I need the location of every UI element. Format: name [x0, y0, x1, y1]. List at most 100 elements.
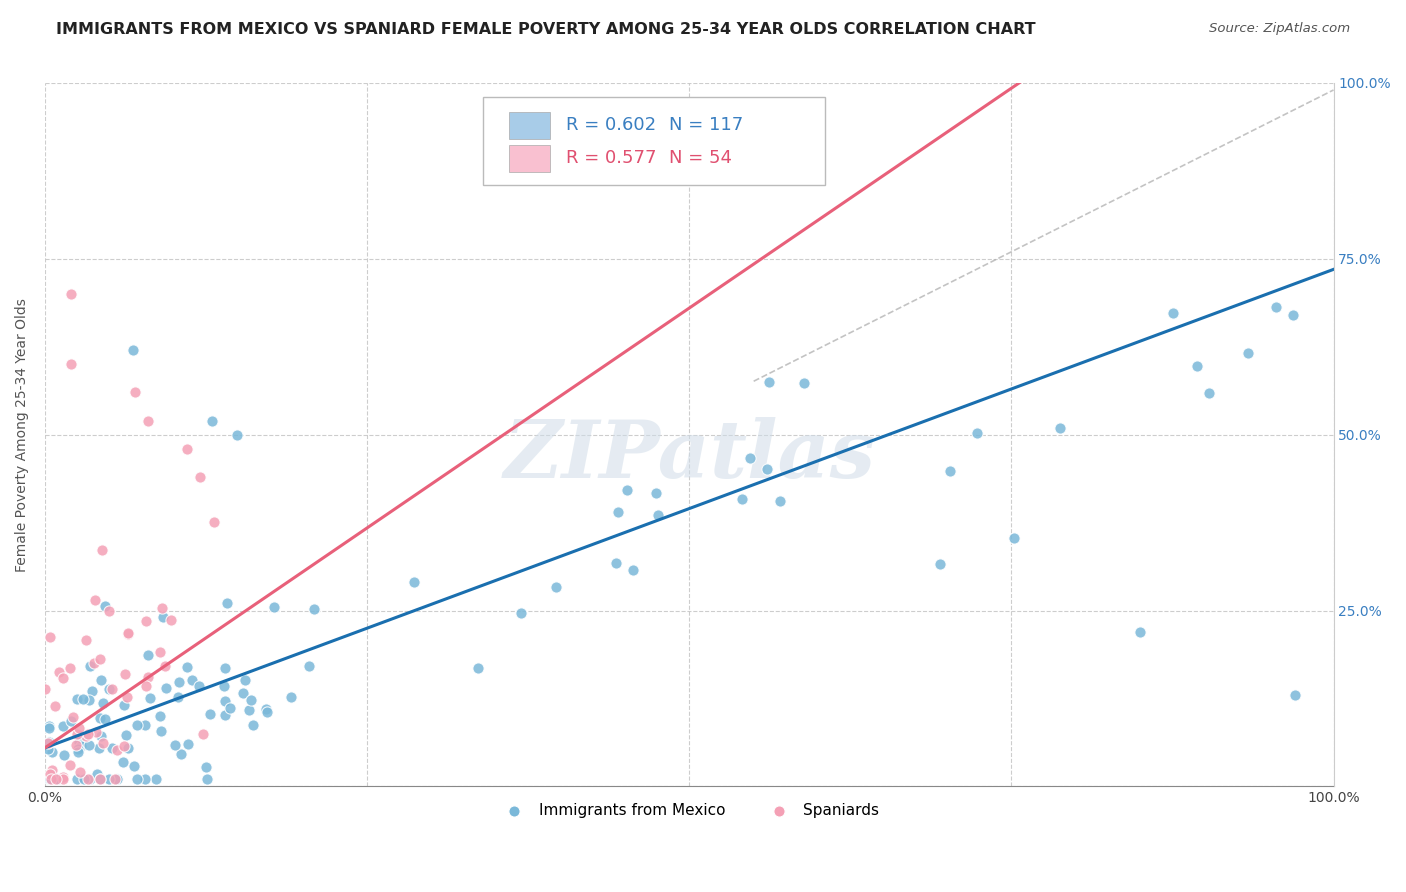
- Point: [77, 772, 100, 787]
- Point: [59, 357, 82, 371]
- Point: [544, 580, 567, 594]
- Point: [79, 772, 101, 787]
- Point: [254, 701, 277, 715]
- Point: [187, 679, 209, 693]
- Point: [39, 772, 62, 787]
- Point: [97, 681, 120, 696]
- Point: [152, 610, 174, 624]
- Point: [1236, 345, 1258, 359]
- Point: [89, 772, 111, 787]
- Point: [52, 771, 75, 785]
- Point: [66, 772, 89, 787]
- Point: [239, 693, 262, 707]
- Point: [155, 681, 177, 695]
- Point: [731, 492, 754, 507]
- Point: [59, 661, 82, 675]
- Point: [928, 557, 950, 571]
- Point: [145, 772, 167, 787]
- Point: [214, 708, 236, 723]
- Point: [149, 709, 172, 723]
- Point: [214, 661, 236, 675]
- Point: [94, 599, 117, 613]
- Point: [112, 698, 135, 712]
- Point: [115, 690, 138, 705]
- Point: [87, 741, 110, 756]
- Point: [263, 600, 285, 615]
- Point: [59, 757, 82, 772]
- Point: [98, 772, 121, 787]
- Point: [758, 375, 780, 389]
- Point: [176, 442, 198, 456]
- Point: [100, 740, 122, 755]
- Point: [69, 765, 91, 780]
- Point: [122, 343, 145, 358]
- Point: [127, 772, 149, 787]
- Point: [75, 729, 97, 743]
- Point: [256, 705, 278, 719]
- Point: [134, 772, 156, 787]
- Point: [191, 727, 214, 741]
- Point: [233, 673, 256, 688]
- Point: [84, 725, 107, 739]
- Point: [77, 738, 100, 752]
- FancyBboxPatch shape: [484, 97, 824, 185]
- Legend: Immigrants from Mexico, Spaniards: Immigrants from Mexico, Spaniards: [494, 797, 886, 824]
- Point: [90, 673, 112, 687]
- Point: [90, 542, 112, 557]
- Point: [52, 671, 75, 685]
- Point: [46, 772, 69, 787]
- Point: [176, 660, 198, 674]
- Point: [124, 385, 146, 400]
- Point: [52, 719, 75, 733]
- FancyBboxPatch shape: [509, 145, 550, 171]
- Point: [65, 691, 87, 706]
- Point: [163, 739, 186, 753]
- Point: [38, 719, 60, 733]
- Point: [105, 772, 128, 787]
- Point: [34, 681, 56, 696]
- Point: [38, 767, 60, 781]
- Point: [607, 505, 630, 519]
- Point: [67, 735, 90, 749]
- Point: [644, 486, 666, 500]
- Point: [217, 596, 239, 610]
- Point: [89, 711, 111, 725]
- Point: [226, 427, 249, 442]
- Point: [1002, 531, 1025, 545]
- Point: [125, 718, 148, 732]
- Point: [93, 712, 115, 726]
- Point: [169, 674, 191, 689]
- Point: [91, 736, 114, 750]
- Point: [39, 772, 62, 787]
- Point: [66, 727, 89, 741]
- Point: [79, 658, 101, 673]
- Point: [75, 633, 97, 648]
- Point: [41, 772, 63, 787]
- Point: [65, 738, 87, 752]
- Point: [89, 772, 111, 787]
- Point: [1282, 308, 1305, 322]
- Point: [181, 673, 204, 687]
- Point: [105, 772, 128, 787]
- Point: [616, 483, 638, 497]
- Point: [188, 470, 211, 484]
- Point: [135, 614, 157, 628]
- Point: [91, 696, 114, 710]
- Point: [38, 721, 60, 735]
- Point: [122, 759, 145, 773]
- Point: [52, 772, 75, 787]
- Point: [1185, 359, 1208, 374]
- Text: Source: ZipAtlas.com: Source: ZipAtlas.com: [1209, 22, 1350, 36]
- Point: [139, 690, 162, 705]
- Text: N = 117: N = 117: [669, 116, 742, 134]
- Point: [136, 414, 159, 428]
- Point: [39, 631, 62, 645]
- Point: [756, 461, 779, 475]
- Y-axis label: Female Poverty Among 25-34 Year Olds: Female Poverty Among 25-34 Year Olds: [15, 298, 30, 572]
- Point: [242, 717, 264, 731]
- Point: [939, 464, 962, 478]
- Point: [1284, 688, 1306, 702]
- Text: R = 0.602: R = 0.602: [565, 116, 655, 134]
- Point: [38, 772, 60, 787]
- Point: [404, 575, 426, 590]
